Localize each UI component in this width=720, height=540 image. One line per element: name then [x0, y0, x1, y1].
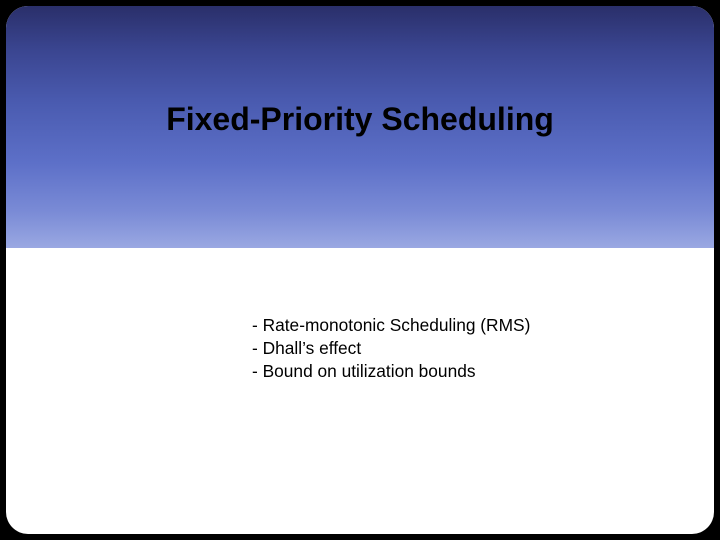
- slide-title: Fixed-Priority Scheduling: [166, 101, 554, 138]
- bullet-list: - Rate-monotonic Scheduling (RMS)- Dhall…: [252, 314, 530, 383]
- bullet-item: - Bound on utilization bounds: [252, 360, 530, 383]
- bullet-text: Rate-monotonic Scheduling (RMS): [263, 315, 531, 335]
- bullet-dash: -: [252, 315, 263, 335]
- title-container: Fixed-Priority Scheduling: [6, 101, 714, 138]
- bullet-item: - Rate-monotonic Scheduling (RMS): [252, 314, 530, 337]
- bullet-item: - Dhall’s effect: [252, 337, 530, 360]
- slide: Fixed-Priority Scheduling - Rate-monoton…: [6, 6, 714, 534]
- bullet-dash: -: [252, 361, 263, 381]
- bullet-dash: -: [252, 338, 263, 358]
- bullet-text: Bound on utilization bounds: [263, 361, 476, 381]
- bullet-text: Dhall’s effect: [263, 338, 362, 358]
